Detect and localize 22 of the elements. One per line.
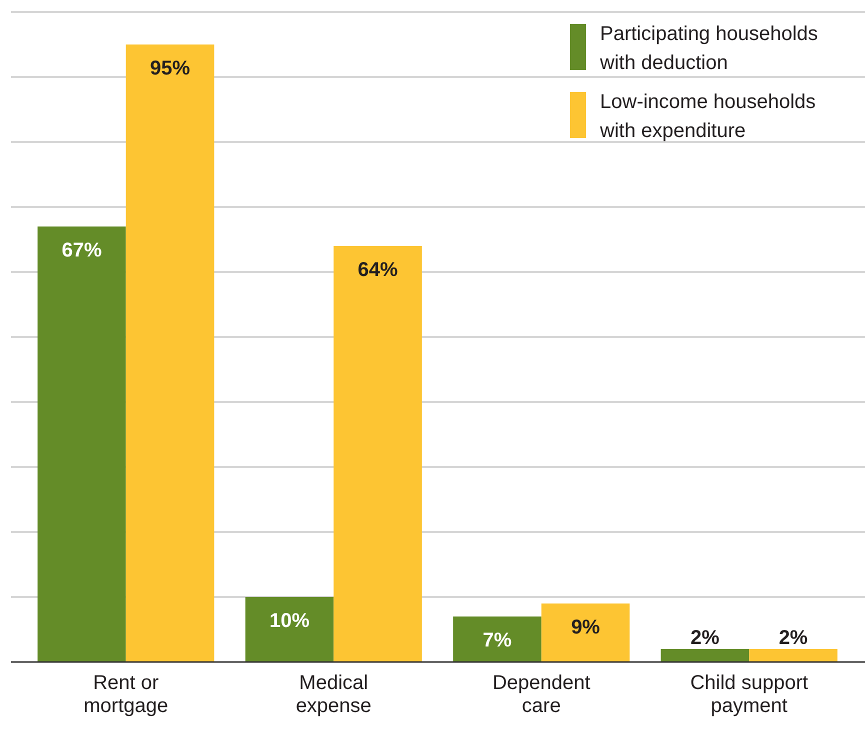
x-tick-label: Medical expense [296, 672, 372, 717]
bar [126, 44, 214, 662]
legend-label: Low-income households with expenditure [599, 91, 816, 142]
data-label: 64% [358, 259, 398, 281]
data-label: 7% [482, 630, 512, 652]
data-label: 95% [150, 58, 190, 80]
data-label: 10% [269, 610, 310, 632]
data-label: 2% [690, 627, 720, 649]
legend-label: Participating households with deduction [599, 23, 818, 74]
data-label: 9% [571, 616, 600, 638]
bar [334, 246, 422, 662]
x-tick-label: Child support payment [690, 672, 808, 717]
x-tick-label: Rent or mortgage [84, 672, 168, 717]
bar [245, 597, 334, 662]
bar [38, 226, 126, 662]
bar [541, 604, 630, 662]
bar [660, 649, 750, 662]
x-tick-label: Dependent care [492, 672, 591, 717]
bar [749, 649, 838, 662]
data-label: 67% [62, 240, 102, 262]
data-label: 2% [778, 627, 808, 649]
bar [453, 616, 542, 662]
